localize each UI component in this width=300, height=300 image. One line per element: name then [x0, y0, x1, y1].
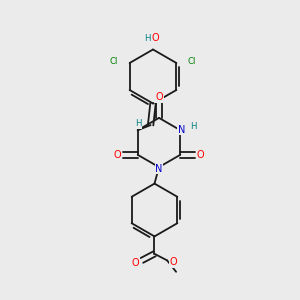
Text: N: N	[155, 164, 163, 174]
Text: O: O	[196, 150, 204, 160]
Text: O: O	[114, 150, 122, 160]
Text: H: H	[144, 34, 151, 43]
Text: H: H	[190, 122, 196, 131]
Text: H: H	[135, 119, 141, 128]
Text: O: O	[155, 92, 163, 103]
Text: Cl: Cl	[188, 57, 196, 66]
Text: O: O	[170, 257, 178, 267]
Text: Cl: Cl	[110, 57, 118, 66]
Text: N: N	[178, 124, 185, 135]
Text: O: O	[152, 33, 159, 43]
Text: O: O	[131, 258, 139, 268]
